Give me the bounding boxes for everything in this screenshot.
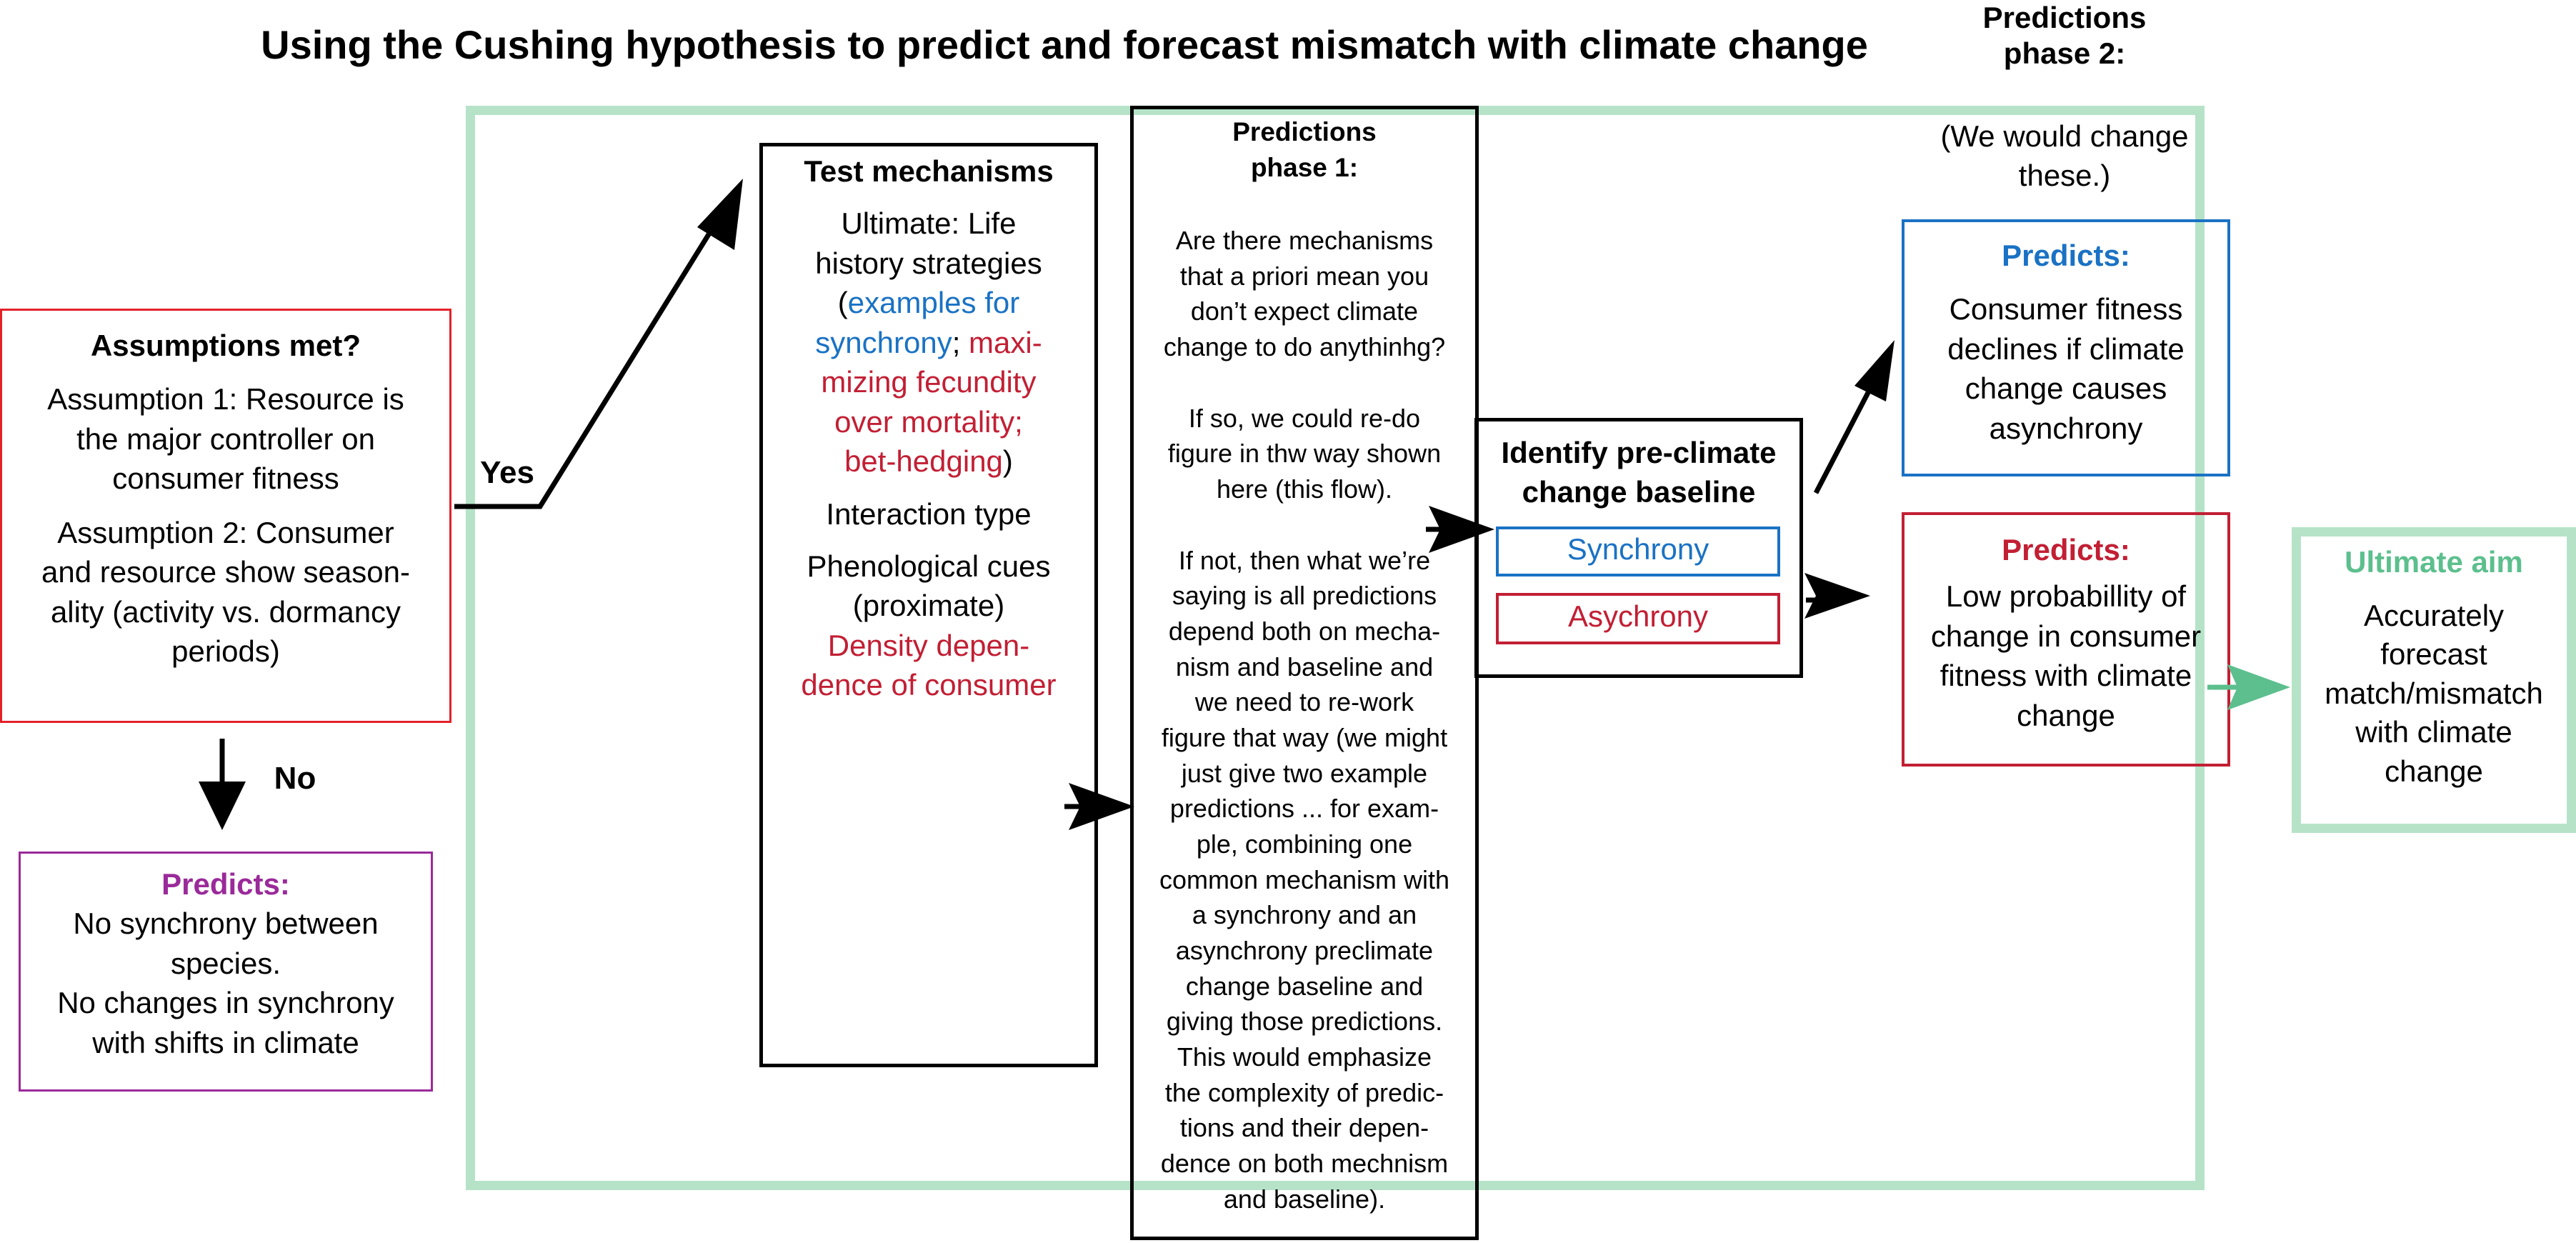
no-arrowhead — [199, 782, 246, 830]
baseline-arrowhead — [1429, 506, 1494, 553]
yes-label: Yes — [480, 455, 534, 490]
predicts-async-box — [1902, 512, 2230, 767]
phase1-para-1: Are there mechanisms that a priori mean … — [1163, 225, 1446, 361]
test-mechanisms-text: Test mechanisms Ultimate: Life history s… — [768, 151, 1089, 705]
synchrony-box — [1496, 526, 1780, 576]
predicts-no-text: Predicts: No synchrony between species. … — [21, 864, 430, 1062]
ultimate-aim-arrowhead — [2227, 664, 2290, 710]
green-frame — [466, 106, 2205, 1190]
assumptions-heading: Assumptions met? — [90, 329, 361, 362]
phase1-heading: Predictions phase 1: — [1232, 117, 1377, 182]
phase2-header: Predictions phase 2: — [1982, 1, 2147, 71]
async-outcome-arrowhead — [1804, 573, 1870, 619]
ultimate-aim-text: Ultimate aim Accurately forecast match/m… — [2299, 543, 2569, 792]
no-label: No — [274, 761, 316, 796]
phase1-arrowhead — [1069, 783, 1134, 830]
test-mechanisms-heading: Test mechanisms — [804, 154, 1054, 188]
test-mechanisms-box — [759, 143, 1098, 1067]
phenological-cues: Phenological cues (proximate) — [807, 549, 1051, 623]
predicts-no-box — [19, 852, 433, 1092]
synchrony-label: Synchrony — [1567, 532, 1709, 566]
phase1-para-3: If not, then what we’re saying is all pr… — [1159, 545, 1450, 1214]
predicts-async-heading: Predicts: — [2002, 533, 2130, 566]
phase2-note: (We would change these.) — [1940, 119, 2189, 192]
assumptions-box — [0, 309, 451, 723]
phase1-para-2: If so, we could re-do figure in thw way … — [1167, 403, 1442, 504]
example-synchrony-text: examples for — [847, 286, 1020, 320]
page-title: Using the Cushing hypothesis to predict … — [261, 22, 1868, 67]
predicts-sync-heading: Predicts: — [2002, 239, 2130, 272]
interaction-type: Interaction type — [826, 496, 1032, 531]
predicts-async-text: Predicts: Low probabillity of change in … — [1906, 530, 2226, 735]
example-asynchrony-text: maxi- — [969, 325, 1042, 359]
assumption-1: Assumption 1: Resource is the major cont… — [47, 382, 404, 496]
baseline-heading: Identify pre-climate change baseline — [1501, 436, 1777, 509]
assumption-2: Assumption 2: Consumer and resource show… — [41, 515, 410, 669]
asynchrony-label: Asychrony — [1567, 599, 1709, 633]
ultimate-aim-box — [2292, 527, 2576, 833]
assumptions-text: Assumptions met? Assumption 1: Resource … — [7, 326, 444, 672]
baseline-box — [1474, 418, 1803, 678]
yes-arrowhead — [697, 179, 743, 250]
phase1-text: Predictions phase 1: Are there mechanism… — [1136, 114, 1473, 1217]
predicts-no-heading: Predicts: — [161, 867, 290, 901]
yes-arrow — [454, 221, 718, 509]
asynchrony-box — [1496, 593, 1780, 644]
predicts-sync-text: Predicts: Consumer fitness declines if c… — [1906, 236, 2226, 448]
sync-outcome-arrowhead — [1854, 340, 1894, 401]
density-dependence: Density depen- dence of consumer — [801, 628, 1057, 702]
ultimate-aim-heading: Ultimate aim — [2345, 545, 2523, 579]
predicts-sync-box — [1902, 219, 2230, 476]
sync-outcome-arrow — [1813, 384, 1874, 494]
